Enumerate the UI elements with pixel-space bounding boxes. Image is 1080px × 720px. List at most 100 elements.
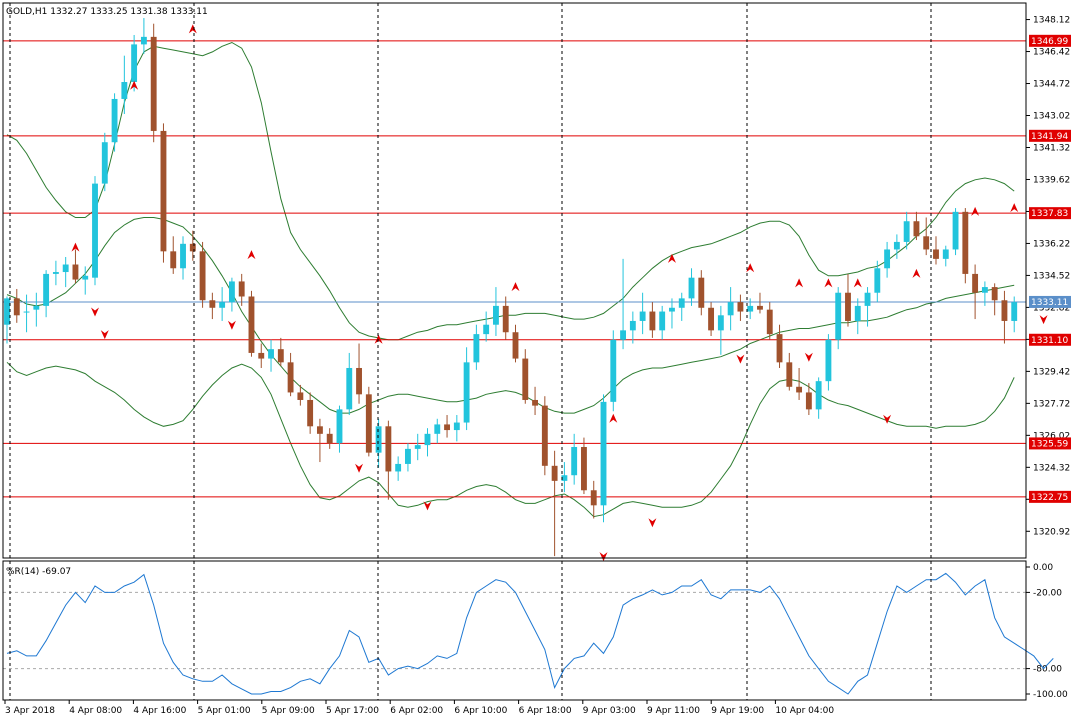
price-tick-label: 1324.32 [1033,463,1070,473]
price-tick-label: 1339.62 [1033,175,1070,185]
candle-body [708,307,715,331]
price-panel-frame [2,2,1027,559]
fractal-down-arrow [91,307,100,317]
horizontal-level-label: 1346.99 [1031,37,1068,47]
candle-body [786,362,793,387]
candle-body [316,426,323,434]
candle-body [698,277,705,308]
time-tick-label: 9 Apr 19:00 [711,706,764,716]
candle-body [473,334,480,363]
price-tick-label: 1341.32 [1033,143,1070,153]
candle-body [923,236,930,250]
candle-body [551,465,558,481]
candle-body [43,273,50,306]
candle-body [903,221,910,242]
candle-body [864,292,871,306]
oscillator-panel-frame [2,560,1027,701]
oscillator-tick-label: 0.00 [1033,563,1053,573]
candle-body [581,447,587,491]
candle-body [600,401,607,506]
horizontal-level-tag [1029,129,1071,142]
bollinger-lower-band [6,361,1015,518]
candle-body [991,287,998,301]
time-tick-label: 4 Apr 08:00 [69,706,122,716]
fractal-up-arrow [374,334,383,344]
candle-body [913,221,920,237]
fractal-up-arrow [71,242,80,252]
candle-body [727,302,734,316]
candle-body [620,330,627,340]
price-tick-label: 1326.02 [1033,431,1070,441]
candle-body [590,490,597,506]
fractal-down-arrow [355,463,364,473]
fractal-down-arrow [1039,315,1048,325]
candle-body [893,241,900,250]
price-tick-label: 1344.72 [1033,80,1070,90]
candle-body [639,311,646,321]
candle-body [13,298,20,316]
candle-body [346,367,353,410]
candle-body [375,426,382,453]
candle-body [150,36,157,131]
williams-r-label: %R(14) -69.07 [6,567,71,577]
candle-body [424,433,431,446]
candle-body [717,315,724,331]
oscillator-tick-label: -80.00 [1033,665,1062,675]
horizontal-level-label: 1322.75 [1031,493,1068,503]
candle-body [92,183,98,278]
candle-body [121,82,128,99]
candle-body [571,447,578,476]
fractal-up-arrow [971,206,980,216]
candle-body [688,277,695,299]
candle-body [737,302,744,312]
candle-body [140,36,147,45]
candle-body [805,392,812,410]
fractal-up-arrow [511,282,520,292]
fractal-up-arrow [609,413,618,423]
candle-body [189,243,196,252]
candle-body [629,320,636,331]
fractal-up-arrow [795,278,804,288]
candle-body [131,44,138,83]
time-axis: 3 Apr 2018 4 Apr 08:00 4 Apr 16:00 5 Apr 01… [4,700,834,716]
fractal-up-arrow [853,278,862,288]
candle-body [502,305,509,333]
fractal-up-arrow [912,268,921,278]
time-tick-label: 5 Apr 09:00 [262,706,315,716]
candle-body [874,268,881,293]
candle-body [669,307,675,312]
candle-body [307,399,314,427]
price-tick-label: 1329.42 [1033,367,1070,377]
horizontal-level-tag [1029,437,1071,450]
fractal-down-arrow [423,501,432,511]
horizontal-level-label: 1341.94 [1031,132,1068,142]
fractal-up-arrow [746,263,755,273]
candle-body [962,211,969,274]
candle-body [845,292,851,321]
fractal-up-arrow [130,80,139,90]
williams-r-line [6,572,1054,695]
candle-body [444,424,450,431]
candle-body [747,305,754,312]
oscillator-tick-label: -100.00 [1033,690,1068,700]
price-tick-label: 1327.72 [1033,399,1070,409]
fractal-down-arrow [648,518,657,528]
candle-body [483,324,490,335]
current-price-label: 1333.11 [1031,298,1068,308]
candle-body [952,211,959,250]
candle-body [385,426,392,472]
candle-body [287,362,294,393]
candle-body [825,339,832,382]
candle-body [1001,300,1008,321]
candle-body [72,264,79,280]
horizontal-level-label: 1325.59 [1031,439,1068,449]
candle-body [776,334,783,363]
time-tick-label: 6 Apr 10:00 [454,706,507,716]
fractal-down-arrow [736,354,745,364]
oscillator-tick-label: -20.00 [1033,588,1062,598]
candle-body [854,305,861,321]
candle-body [209,300,216,308]
time-tick-label: 4 Apr 16:00 [133,706,186,716]
fractal-down-arrow [804,352,813,362]
